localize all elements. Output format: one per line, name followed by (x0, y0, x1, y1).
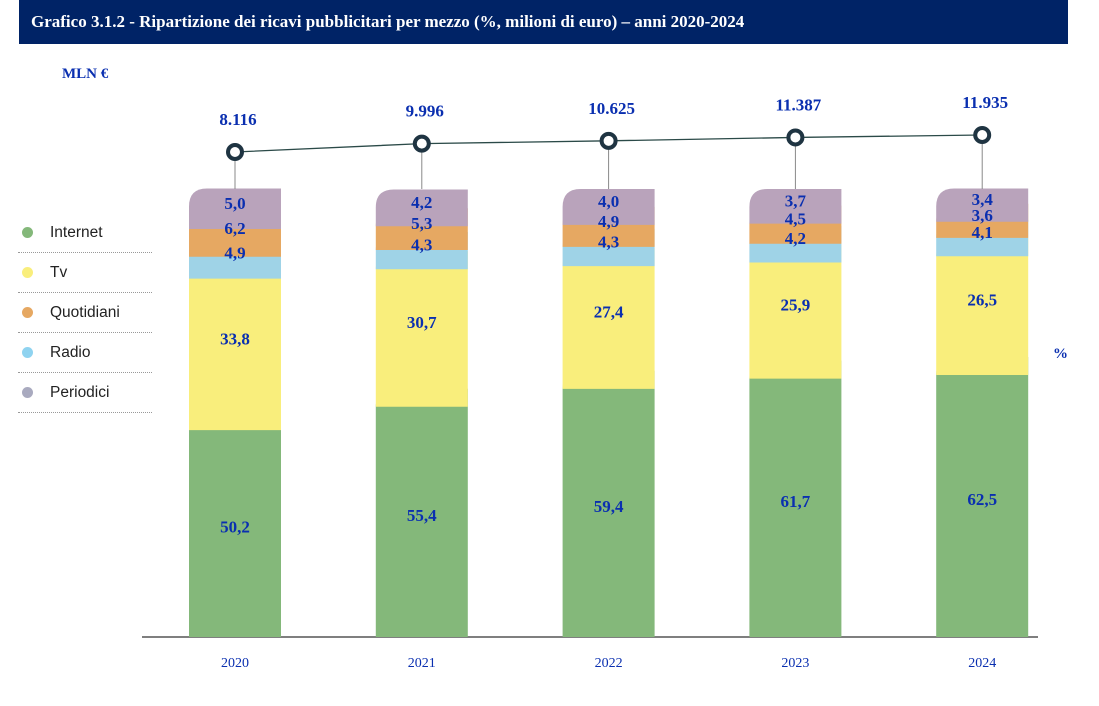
bar-periodici-2023 (749, 189, 842, 224)
legend: Internet Tv Quotidiani Radio Periodici (18, 213, 152, 413)
legend-marker (22, 227, 33, 238)
data-label: 4,0 (598, 192, 619, 211)
bar-internet-2020 (189, 412, 281, 637)
bar-tv-2020 (189, 260, 281, 431)
data-label: 4,3 (598, 233, 619, 252)
legend-label: Internet (50, 223, 103, 241)
data-label: 4,9 (598, 212, 619, 231)
legend-label: Tv (50, 263, 68, 281)
legend-item-radio: Radio (18, 333, 152, 373)
data-label: 30,7 (407, 313, 437, 332)
data-label: 6,2 (224, 219, 245, 238)
bar-periodici-2021 (375, 189, 468, 227)
x-tick-label: 2021 (408, 656, 436, 671)
legend-label: Periodici (50, 383, 110, 401)
legend-item-quotidiani: Quotidiani (18, 293, 152, 333)
total-point (226, 143, 244, 161)
legend-marker (22, 307, 33, 318)
total-label: 8.116 (219, 110, 256, 129)
legend-item-internet: Internet (18, 213, 152, 253)
data-label: 55,4 (407, 506, 437, 525)
bar-tv-2022 (562, 248, 655, 389)
data-label: 27,4 (594, 303, 624, 322)
data-label: 4,3 (411, 236, 432, 255)
data-label: 4,2 (411, 193, 432, 212)
data-label: 4,9 (224, 244, 245, 263)
data-label: 4,2 (785, 229, 806, 248)
legend-item-periodici: Periodici (18, 373, 152, 413)
data-label: 33,8 (220, 329, 250, 348)
x-tick-label: 2024 (968, 656, 996, 671)
data-label: 3,7 (785, 191, 807, 210)
bar-periodici-2020 (189, 188, 281, 229)
legend-label: Radio (50, 343, 91, 361)
bar-tv-2021 (375, 251, 468, 407)
data-label: 3,6 (972, 206, 993, 225)
data-label: 50,2 (220, 518, 250, 537)
data-label: 62,5 (967, 490, 997, 509)
data-label: 5,0 (224, 194, 245, 213)
data-label: 59,4 (594, 497, 624, 516)
x-tick-label: 2022 (595, 656, 623, 671)
total-point (786, 128, 805, 147)
legend-marker (22, 347, 33, 358)
data-label: 61,7 (781, 492, 811, 511)
total-label: 10.625 (588, 99, 635, 118)
bar-periodici-2024 (936, 188, 1029, 222)
x-tick-label: 2023 (781, 656, 809, 671)
legend-marker (22, 267, 33, 278)
data-label: 26,5 (967, 291, 997, 310)
bar-tv-2024 (936, 238, 1029, 375)
percent-label: % (1053, 346, 1068, 362)
legend-marker (22, 387, 33, 398)
total-point (973, 126, 992, 144)
data-label: 5,3 (411, 214, 432, 233)
total-label: 11.387 (775, 95, 821, 114)
chart-title: Grafico 3.1.2 - Ripartizione dei ricavi … (19, 0, 1068, 44)
legend-item-tv: Tv (18, 253, 152, 293)
data-label: 4,5 (785, 210, 806, 229)
total-label: 9.996 (406, 102, 444, 121)
bar-internet-2022 (562, 370, 655, 637)
bar-internet-2023 (749, 360, 842, 637)
x-tick-label: 2020 (221, 656, 249, 671)
bar-internet-2021 (375, 388, 468, 637)
data-label: 3,4 (972, 190, 994, 209)
total-point (599, 131, 618, 150)
bar-tv-2023 (749, 244, 842, 379)
bar-internet-2024 (936, 357, 1029, 637)
total-label: 11.935 (962, 93, 1008, 112)
data-label: 4,1 (972, 223, 993, 242)
bar-periodici-2022 (562, 189, 655, 225)
legend-label: Quotidiani (50, 303, 120, 321)
total-point (412, 134, 431, 153)
data-label: 25,9 (781, 296, 811, 315)
unit-label: MLN € (62, 66, 109, 82)
